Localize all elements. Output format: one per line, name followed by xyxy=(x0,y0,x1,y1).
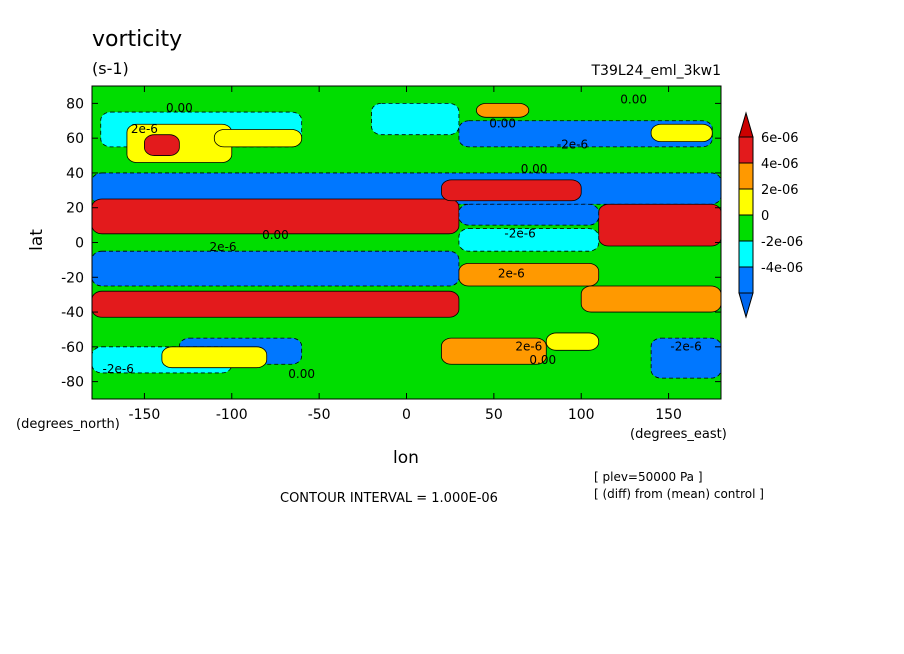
chart-subtitle: (s-1) xyxy=(92,59,129,78)
contour-region-21 xyxy=(91,250,460,287)
y-tick-label-8: 80 xyxy=(66,96,84,112)
contour-label-9: 2e-6 xyxy=(498,266,525,280)
y-tick-label-6: 40 xyxy=(66,166,84,182)
contour-region-24 xyxy=(580,285,722,313)
y-tick-label-4: 0 xyxy=(75,236,84,252)
x-tick-label-5: 100 xyxy=(568,407,595,423)
diff-note: [ (diff) from (mean) control ] xyxy=(594,487,764,501)
pressure-level-note: [ plev=50000 Pa ] xyxy=(594,470,703,484)
y-tick-label-2: -40 xyxy=(61,305,84,321)
colorbar-label-1: 4e-06 xyxy=(761,157,799,172)
contour-interval: CONTOUR INTERVAL = 1.000E-06 xyxy=(280,491,498,506)
contour-label-5: 0.00 xyxy=(521,162,548,176)
contour-region-23 xyxy=(458,262,600,287)
contour-label-13: 0.00 xyxy=(529,353,556,367)
contour-label-14: -2e-6 xyxy=(670,339,701,353)
contour-label-0: 0.00 xyxy=(166,101,193,115)
contour-region-3 xyxy=(371,102,460,136)
contour-region-17 xyxy=(441,179,582,202)
chart-title: vorticity xyxy=(92,27,182,52)
contour-label-7: -2e-6 xyxy=(504,226,535,240)
x-tick-label-6: 150 xyxy=(655,407,682,423)
colorbar-label-3: 0 xyxy=(761,209,769,224)
x-axis-label: lon xyxy=(393,448,419,468)
x-tick-label-3: 0 xyxy=(402,407,411,423)
colorbar-label-5: -4e-06 xyxy=(761,261,803,276)
x-axis-units: (degrees_east) xyxy=(630,427,727,442)
colorbar-segment-0 xyxy=(738,136,754,164)
contour-region-13 xyxy=(441,337,547,365)
x-tick-label-4: 50 xyxy=(485,407,503,423)
contour-label-1: 2e-6 xyxy=(131,122,158,136)
x-tick-label-0: -150 xyxy=(129,407,161,423)
contour-region-14 xyxy=(545,332,600,351)
y-tick-label-0: -80 xyxy=(61,375,84,391)
colorbar-segment-5 xyxy=(738,266,754,294)
x-tick-label-1: -100 xyxy=(216,407,248,423)
contour-label-3: -2e-6 xyxy=(557,138,588,152)
colorbar-label-4: -2e-06 xyxy=(761,235,803,250)
contour-label-11: 0.00 xyxy=(288,367,315,381)
y-tick-label-3: -20 xyxy=(61,270,84,286)
y-axis-units: (degrees_north) xyxy=(16,417,120,432)
colorbar-segment-1 xyxy=(738,162,754,190)
contour-region-20 xyxy=(458,228,600,252)
colorbar-segment-2 xyxy=(738,188,754,216)
contour-region-9 xyxy=(213,129,303,148)
contour-region-18 xyxy=(598,203,722,247)
colorbar: 6e-06 4e-06 2e-06 0 -2e-06 -4e-06 xyxy=(738,111,803,319)
contour-label-10: -2e-6 xyxy=(103,362,134,376)
y-axis: -80 -60 -40 -20 0 20 40 60 80 xyxy=(61,96,721,391)
y-tick-label-7: 60 xyxy=(66,131,84,147)
colorbar-segment-4 xyxy=(738,240,754,268)
experiment-label: T39L24_eml_3kw1 xyxy=(591,63,722,79)
contour-region-6 xyxy=(650,337,722,379)
contour-label-12: 2e-6 xyxy=(515,339,542,353)
contour-region-22 xyxy=(91,290,460,318)
colorbar-bottom-arrow xyxy=(738,292,754,319)
colorbar-segment-3 xyxy=(738,214,754,242)
y-axis-label: lat xyxy=(27,229,47,251)
contour-region-8 xyxy=(144,134,180,156)
contour-label-8: 2e-6 xyxy=(210,240,237,254)
colorbar-top-arrow xyxy=(738,111,754,138)
contour-region-11 xyxy=(650,123,713,143)
x-axis: -150 -100 -50 0 50 100 150 xyxy=(129,86,682,423)
contour-region-19 xyxy=(458,203,600,226)
contour-label-6: 0.00 xyxy=(262,228,289,242)
x-tick-label-2: -50 xyxy=(308,407,331,423)
y-tick-label-5: 20 xyxy=(66,201,84,217)
y-tick-label-1: -60 xyxy=(61,340,84,356)
contour-label-2: 0.00 xyxy=(489,117,516,131)
contour-region-12 xyxy=(161,346,268,369)
contour-label-4: 0.00 xyxy=(620,92,647,106)
contour-region-10 xyxy=(475,102,530,118)
colorbar-label-0: 6e-06 xyxy=(761,131,799,146)
colorbar-label-2: 2e-06 xyxy=(761,183,799,198)
